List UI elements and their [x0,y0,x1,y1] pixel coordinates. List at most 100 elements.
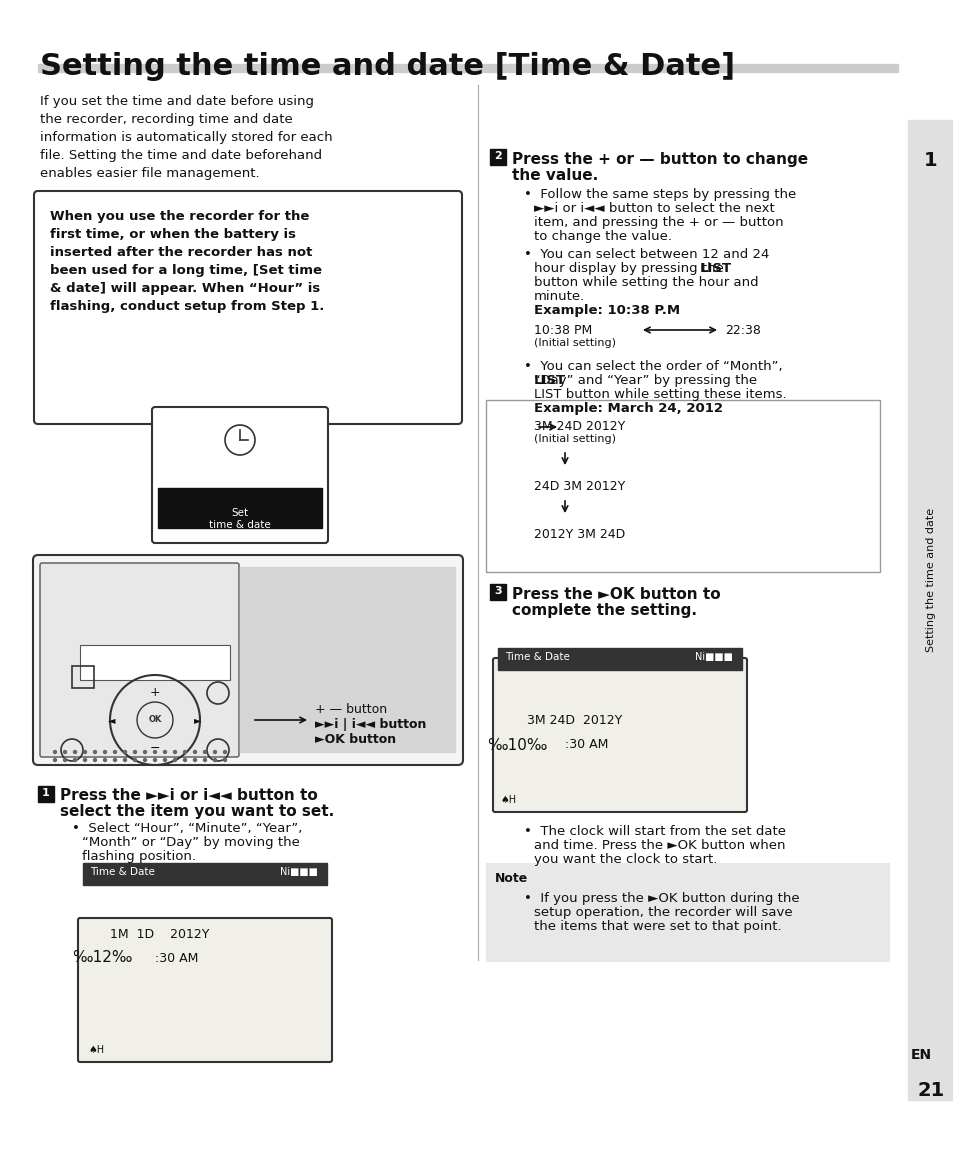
Text: 2: 2 [494,151,501,161]
Circle shape [193,758,196,762]
Text: hour display by pressing the: hour display by pressing the [534,262,727,274]
Text: “Month” or “Day” by moving the: “Month” or “Day” by moving the [82,836,299,849]
Text: to change the value.: to change the value. [534,230,671,243]
Circle shape [213,750,216,754]
Circle shape [84,758,87,762]
Text: LIST button while setting these items.: LIST button while setting these items. [534,388,786,401]
Circle shape [153,750,156,754]
Text: flashing position.: flashing position. [82,850,195,863]
Text: •  You can select the order of “Month”,: • You can select the order of “Month”, [523,360,781,373]
Bar [83,863,327,885]
Bar [497,648,741,670]
Circle shape [183,750,186,754]
Text: •  Follow the same steps by pressing the: • Follow the same steps by pressing the [523,188,796,201]
Text: 21: 21 [917,1080,943,1099]
Text: Example: March 24, 2012: Example: March 24, 2012 [534,402,722,415]
Text: 10:38 PM: 10:38 PM [534,324,592,337]
Text: 1: 1 [42,787,50,798]
Circle shape [123,758,127,762]
Text: 3: 3 [494,586,501,596]
Circle shape [143,758,147,762]
FancyBboxPatch shape [485,400,879,572]
Text: complete the setting.: complete the setting. [512,603,697,618]
Circle shape [64,758,67,762]
Bar [490,584,505,600]
Text: Time & Date: Time & Date [504,652,569,662]
Text: item, and pressing the + or — button: item, and pressing the + or — button [534,217,782,229]
FancyBboxPatch shape [78,918,332,1062]
Text: Set: Set [232,508,249,518]
Bar [240,567,455,752]
Text: ♠H: ♠H [499,796,516,805]
Bar [80,645,230,680]
Text: Ni■■■: Ni■■■ [280,867,317,877]
Bar [38,64,897,72]
Circle shape [84,750,87,754]
Text: time & date: time & date [209,520,271,530]
Text: Setting the time and date: Setting the time and date [925,508,935,652]
Text: 3M 24D 2012Y: 3M 24D 2012Y [534,420,624,433]
Text: ‰10‰: ‰10‰ [486,738,547,753]
Text: 22:38: 22:38 [724,324,760,337]
Circle shape [113,758,116,762]
Circle shape [73,750,76,754]
Text: you want the clock to start.: you want the clock to start. [534,853,717,866]
Text: Ni■■■: Ni■■■ [695,652,732,662]
Text: Press the ►►i or i◄◄ button to: Press the ►►i or i◄◄ button to [60,787,317,802]
Text: −: − [150,741,160,755]
Text: ♠H: ♠H [88,1045,104,1055]
Circle shape [203,758,206,762]
Text: and time. Press the ►OK button when: and time. Press the ►OK button when [534,840,784,852]
Text: 2012Y 3M 24D: 2012Y 3M 24D [534,528,624,541]
Bar [71,666,94,688]
Text: the value.: the value. [512,168,598,183]
Text: LIST: LIST [534,374,565,387]
Text: Example: 10:38 P.M: Example: 10:38 P.M [534,305,679,317]
Circle shape [193,750,196,754]
Text: EN: EN [909,1048,930,1062]
Text: 24D 3M 2012Y: 24D 3M 2012Y [534,481,624,493]
Text: button while setting the hour and: button while setting the hour and [534,276,758,290]
Text: + — button: + — button [314,703,387,716]
Circle shape [53,758,56,762]
Text: 1: 1 [923,151,937,169]
Circle shape [163,758,167,762]
Text: +: + [150,686,160,698]
Circle shape [173,758,176,762]
FancyBboxPatch shape [485,863,889,962]
Circle shape [143,750,147,754]
Text: ►►i | i◄◄ button: ►►i | i◄◄ button [314,718,426,731]
Circle shape [73,758,76,762]
Circle shape [53,750,56,754]
Text: •  Select “Hour”, “Minute”, “Year”,: • Select “Hour”, “Minute”, “Year”, [71,822,302,835]
Text: Time & Date: Time & Date [90,867,154,877]
Text: Note: Note [495,872,528,885]
FancyBboxPatch shape [34,191,461,424]
Text: 1M  1D    2012Y: 1M 1D 2012Y [111,929,210,941]
Bar [158,488,322,528]
Circle shape [93,758,96,762]
Text: 3M 24D  2012Y: 3M 24D 2012Y [527,713,622,726]
Bar [907,120,953,1100]
Bar [38,786,54,802]
Text: setup operation, the recorder will save: setup operation, the recorder will save [534,906,792,919]
Text: ►►i or i◄◄ button to select the next: ►►i or i◄◄ button to select the next [534,201,774,215]
Text: “Day” and “Year” by pressing the: “Day” and “Year” by pressing the [534,374,757,387]
Circle shape [223,750,226,754]
Text: select the item you want to set.: select the item you want to set. [60,804,334,819]
Circle shape [64,750,67,754]
Circle shape [203,750,206,754]
Circle shape [93,750,96,754]
Text: •  The clock will start from the set date: • The clock will start from the set date [523,824,785,838]
Text: ►: ► [194,714,201,725]
Text: When you use the recorder for the
first time, or when the battery is
inserted af: When you use the recorder for the first … [50,210,324,313]
Text: •  If you press the ►OK button during the: • If you press the ►OK button during the [523,892,799,906]
Bar [490,149,505,164]
FancyBboxPatch shape [40,563,239,757]
Circle shape [123,750,127,754]
Text: Press the ►OK button to: Press the ►OK button to [512,587,720,602]
Circle shape [103,758,107,762]
Text: LIST: LIST [700,262,731,274]
Text: :30 AM: :30 AM [154,952,198,965]
Text: ‰12‰: ‰12‰ [71,951,132,966]
